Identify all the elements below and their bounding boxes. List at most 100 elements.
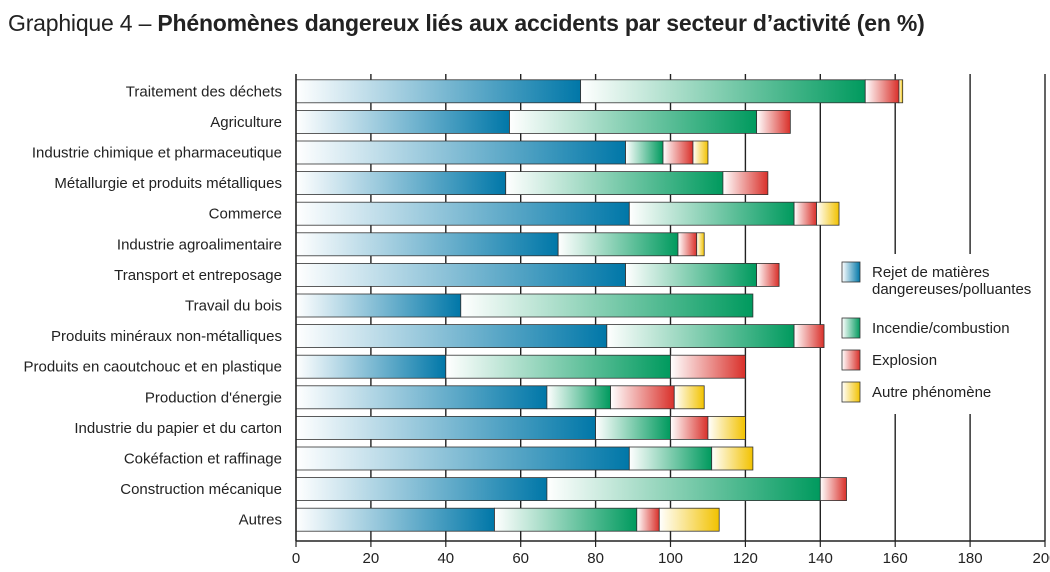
category-label: Construction mécanique [120,481,282,498]
x-tick-label: 140 [808,550,833,567]
bar-industrie-du-papier-et-du-carton-incendie-combustion [595,415,671,440]
bar-autres-incendie-combustion [494,507,638,532]
x-tick-label: 160 [883,550,908,567]
bar-industrie-du-papier-et-du-carton-autre-phenomene [707,415,746,440]
legend-label: Incendie/combustion [872,320,1010,337]
legend-swatch [841,261,861,283]
category-label: Transport et entreposage [114,267,282,284]
bar-traitement-des-dechets-autre-phenomene [898,79,904,104]
bar-construction-mecanique-incendie-combustion [546,477,821,502]
bar-row-production-d-energie [295,385,705,410]
chart-title: Graphique 4 – Phénomènes dangereux liés … [8,10,925,37]
bar-traitement-des-dechets-incendie-combustion [580,79,866,104]
category-label: Industrie chimique et pharmaceutique [32,145,282,162]
bar-row-produits-en-caoutchouc-et-en-plastique [295,354,746,379]
bar-row-travail-du-bois [295,293,754,318]
category-label: Commerce [209,206,282,223]
bar-produits-en-caoutchouc-et-en-plastique-incendie-combustion [445,354,671,379]
bar-industrie-du-papier-et-du-carton-explosion [670,415,709,440]
bar-cokefaction-et-raffinage-rejet-de-matieres-dangereuses-polluantes [295,446,630,471]
bar-agriculture-incendie-combustion [509,110,758,134]
x-tick-label: 200 [1032,550,1050,567]
bar-commerce-explosion [793,201,817,226]
bar-row-industrie-du-papier-et-du-carton [295,415,746,440]
legend-label: Rejet de matières dangereuses/polluantes [872,264,1031,298]
category-label: Métallurgie et produits métalliques [54,175,282,192]
bar-row-autres [295,507,720,532]
bar-autres-autre-phenomene [658,507,720,532]
bar-produits-en-caoutchouc-et-en-plastique-rejet-de-matieres-dangereuses-polluantes [295,354,447,379]
bar-transport-et-entreposage-rejet-de-matieres-dangereuses-polluantes [295,262,626,287]
chart-title-main: Phénomènes dangereux liés aux accidents … [157,10,925,36]
category-label: Traitement des déchets [126,83,282,100]
bar-autres-explosion [636,507,660,532]
legend-item-incendie-combustion: Incendie/combustion [841,317,1010,339]
bar-transport-et-entreposage-incendie-combustion [625,262,758,287]
category-label: Cokéfaction et raffinage [124,451,282,468]
bar-row-transport-et-entreposage [295,262,780,287]
category-label: Production d'énergie [145,389,282,406]
x-tick-label: 80 [587,550,604,567]
bar-construction-mecanique-rejet-de-matieres-dangereuses-polluantes [295,477,548,502]
bar-row-agriculture [295,110,791,134]
bar-travail-du-bois-incendie-combustion [460,293,754,318]
bar-industrie-agroalimentaire-autre-phenomene [696,232,705,257]
bar-industrie-du-papier-et-du-carton-rejet-de-matieres-dangereuses-polluantes [295,415,597,440]
bar-traitement-des-dechets-explosion [864,79,900,104]
bar-production-d-energie-incendie-combustion [546,385,611,410]
bar-agriculture-explosion [756,110,791,134]
bar-commerce-rejet-de-matieres-dangereuses-polluantes [295,201,630,226]
category-label: Industrie du papier et du carton [74,420,282,437]
legend-swatch [841,349,861,371]
bar-industrie-chimique-et-pharmaceutique-incendie-combustion [625,140,664,165]
bar-row-commerce [295,201,840,226]
category-label: Travail du bois [185,298,282,315]
legend-background [836,254,1042,414]
bar-industrie-chimique-et-pharmaceutique-autre-phenomene [692,140,709,165]
x-tick-label: 40 [437,550,454,567]
x-tick-label: 120 [733,550,758,567]
x-tick-label: 100 [658,550,683,567]
category-label: Produits en caoutchouc et en plastique [23,359,282,376]
bar-row-traitement-des-dechets [295,79,904,104]
category-label: Autres [239,512,282,529]
bar-produits-mineraux-non-metalliques-rejet-de-matieres-dangereuses-polluantes [295,324,608,349]
x-tick-label: 0 [292,550,300,567]
bar-metallurgie-et-produits-metalliques-explosion [722,171,769,196]
bar-agriculture-rejet-de-matieres-dangereuses-polluantes [295,110,510,134]
bar-construction-mecanique-explosion [819,477,847,502]
bar-row-construction-mecanique [295,477,847,502]
bar-cokefaction-et-raffinage-autre-phenomene [711,446,754,471]
bar-production-d-energie-rejet-de-matieres-dangereuses-polluantes [295,385,548,410]
legend-item-autre-phenomene: Autre phénomène [841,381,991,403]
bar-industrie-chimique-et-pharmaceutique-rejet-de-matieres-dangereuses-polluantes [295,140,626,165]
category-label: Agriculture [210,114,282,131]
bar-industrie-agroalimentaire-rejet-de-matieres-dangereuses-polluantes [295,232,559,257]
bar-industrie-agroalimentaire-incendie-combustion [557,232,679,257]
legend-item-rejet-de-matieres-dangereuses-polluantes: Rejet de matières dangereuses/polluantes [841,261,1031,298]
bar-travail-du-bois-rejet-de-matieres-dangereuses-polluantes [295,293,462,318]
bar-row-cokefaction-et-raffinage [295,446,754,471]
bar-row-metallurgie-et-produits-metalliques [295,171,769,196]
bar-commerce-incendie-combustion [628,201,795,226]
x-tick-label: 20 [363,550,380,567]
chart-title-prefix: Graphique 4 – [8,10,158,36]
bar-metallurgie-et-produits-metalliques-rejet-de-matieres-dangereuses-polluantes [295,171,507,196]
bar-row-industrie-chimique-et-pharmaceutique [295,140,709,165]
bar-industrie-chimique-et-pharmaceutique-explosion [662,140,694,165]
x-tick-label: 180 [958,550,983,567]
bar-production-d-energie-autre-phenomene [673,385,705,410]
legend-swatch [841,317,861,339]
bar-produits-mineraux-non-metalliques-incendie-combustion [606,324,795,349]
x-tick-label: 60 [512,550,529,567]
legend-label: Autre phénomène [872,384,991,401]
bar-row-industrie-agroalimentaire [295,232,705,257]
category-label: Produits minéraux non-métalliques [51,328,282,345]
legend-label: Explosion [872,352,937,369]
legend-item-explosion: Explosion [841,349,937,371]
bar-produits-mineraux-non-metalliques-explosion [793,324,825,349]
bar-traitement-des-dechets-rejet-de-matieres-dangereuses-polluantes [295,79,582,104]
legend-swatch [841,381,861,403]
bar-autres-rejet-de-matieres-dangereuses-polluantes [295,507,495,532]
